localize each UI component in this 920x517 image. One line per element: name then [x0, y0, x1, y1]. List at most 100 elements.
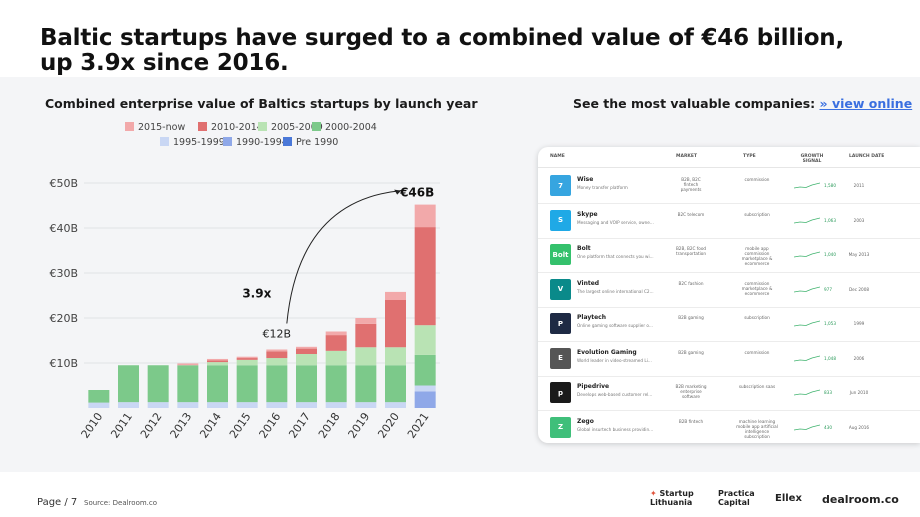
bar-segment: [88, 390, 110, 403]
annotation-start-value: €12B: [263, 328, 292, 341]
company-description: Develops web-based customer rel...: [577, 392, 653, 397]
bar-segment: [414, 227, 436, 326]
company-description: One platform that connects you wi...: [577, 254, 654, 259]
legend-swatch: [223, 137, 232, 146]
bar-segment: [266, 349, 288, 352]
launch-date: 1999: [853, 321, 865, 326]
growth-signal-value: 1,053: [824, 321, 836, 326]
growth-signal-value: 1,040: [824, 252, 836, 257]
company-name: Playtech: [577, 314, 606, 321]
table-row[interactable]: 7 Wise Money transfer platform B2B, B2C fin…: [538, 168, 920, 204]
growth-sparkline: [794, 320, 820, 327]
legend-swatch: [125, 122, 134, 131]
launch-date: Aug 2016: [848, 424, 870, 430]
bar-segment: [296, 346, 317, 349]
x-tick-label: 2014: [197, 410, 224, 440]
company-market: B2B, B2C fintech payments: [680, 177, 702, 192]
page-number: Page / 7: [37, 497, 78, 508]
table-row[interactable]: p Pipedrive Develops web-based customer re…: [538, 375, 920, 411]
company-name: Wise: [577, 176, 594, 183]
bar-segment: [177, 365, 199, 403]
company-description: The largest online international C2...: [577, 288, 654, 294]
table-row[interactable]: Z Zego Global insurtech business providin.…: [538, 410, 920, 444]
company-market: B2C fashion: [678, 280, 704, 286]
growth-arrow: [286, 190, 402, 324]
bar-segment: [118, 365, 139, 403]
company-type: commission: [744, 177, 770, 182]
bar-segment: [207, 360, 228, 363]
bar-segment: [236, 356, 258, 359]
legend-label: 1995-1999: [173, 137, 225, 148]
y-tick-label: €20B: [49, 312, 78, 325]
table-row[interactable]: S Skype Messaging and VOIP service, owne..…: [538, 203, 920, 239]
growth-signal-value: 833: [824, 390, 832, 395]
table-header: Name Market Type Growth signal Launch da…: [538, 147, 920, 168]
y-tick-label: €50B: [49, 177, 78, 190]
launch-date: 2011: [853, 183, 865, 188]
company-type: commission: [744, 349, 770, 355]
bar-segment: [296, 402, 317, 408]
col-type[interactable]: Type: [743, 154, 756, 159]
growth-sparkline: [794, 355, 820, 361]
bar-segment: [266, 402, 288, 408]
bar-segment: [118, 402, 139, 408]
growth-sparkline: [794, 182, 820, 189]
source-note: Source: Dealroom.co: [84, 499, 158, 507]
legend-label: 1990-1994: [236, 137, 288, 148]
growth-sparkline: [794, 217, 820, 223]
launch-date: Dec 2008: [848, 286, 870, 292]
y-tick-label: €30B: [49, 267, 78, 280]
bar-segment: [414, 391, 436, 408]
company-description: World leader in video-streamed Li...: [577, 357, 652, 363]
launch-date: Jun 2010: [849, 390, 869, 395]
company-logo-icon: V: [550, 278, 571, 300]
table-row[interactable]: E Evolution Gaming World leader in video-s…: [538, 341, 920, 377]
bar-segment: [266, 351, 288, 359]
company-description: Online gaming software supplier o...: [577, 323, 653, 328]
col-launch-date[interactable]: Launch date: [849, 154, 885, 159]
bar-segment: [355, 318, 377, 324]
bar-segment: [414, 385, 436, 392]
company-market: B2B gaming: [678, 349, 704, 355]
col-growth-signal[interactable]: Growth signal: [800, 154, 824, 164]
launch-date: 2003: [853, 217, 865, 223]
companies-table: Name Market Type Growth signal Launch da…: [538, 147, 920, 443]
company-type: machine learning mobile app artificial i…: [736, 418, 778, 439]
table-row[interactable]: Bolt Bolt One platform that connects you w…: [538, 237, 920, 273]
table-row[interactable]: V Vinted The largest online international …: [538, 272, 920, 308]
company-name: Skype: [577, 210, 598, 218]
bar-segment: [385, 347, 406, 366]
x-tick-label: 2018: [316, 410, 343, 440]
launch-date: May 2013: [848, 252, 870, 257]
view-online-link[interactable]: » view online: [819, 96, 913, 111]
bar-segment: [177, 402, 199, 408]
company-logo-icon: Bolt: [550, 244, 571, 265]
bar-segment: [266, 365, 288, 403]
company-type: subscription: [744, 315, 770, 320]
headline: Baltic startups have surged to a combine…: [40, 25, 845, 76]
dealroom-logo: dealroom.co: [822, 493, 899, 506]
bar-segment: [414, 354, 436, 386]
chart-title: Combined enterprise value of Baltics sta…: [45, 96, 478, 111]
bar-segment: [355, 347, 377, 366]
x-tick-label: 2019: [346, 410, 373, 440]
view-online-text: See the most valuable companies:: [573, 96, 820, 111]
bar-segment: [236, 358, 258, 360]
bar-segment: [296, 354, 317, 366]
table-row[interactable]: P Playtech Online gaming software supplier…: [538, 306, 920, 342]
annotation-growth-multiple: 3.9x: [242, 287, 271, 301]
col-market[interactable]: Market: [676, 154, 698, 159]
legend-label: 2000-2004: [325, 122, 377, 133]
bar-segment: [207, 402, 228, 408]
col-name[interactable]: Name: [550, 154, 565, 159]
company-name: Vinted: [577, 279, 600, 287]
bar-segment: [207, 365, 228, 403]
legend-swatch: [198, 122, 207, 131]
bar-segment: [385, 402, 406, 408]
company-logo-icon: E: [550, 347, 571, 369]
bar-segment: [325, 402, 347, 408]
startup-lithuania-logo: ✦ Startup Lithuania: [650, 489, 694, 507]
growth-signal-value: 977: [824, 286, 832, 292]
practica-capital-logo: Practica Capital: [718, 489, 755, 507]
company-name: Pipedrive: [577, 383, 610, 390]
